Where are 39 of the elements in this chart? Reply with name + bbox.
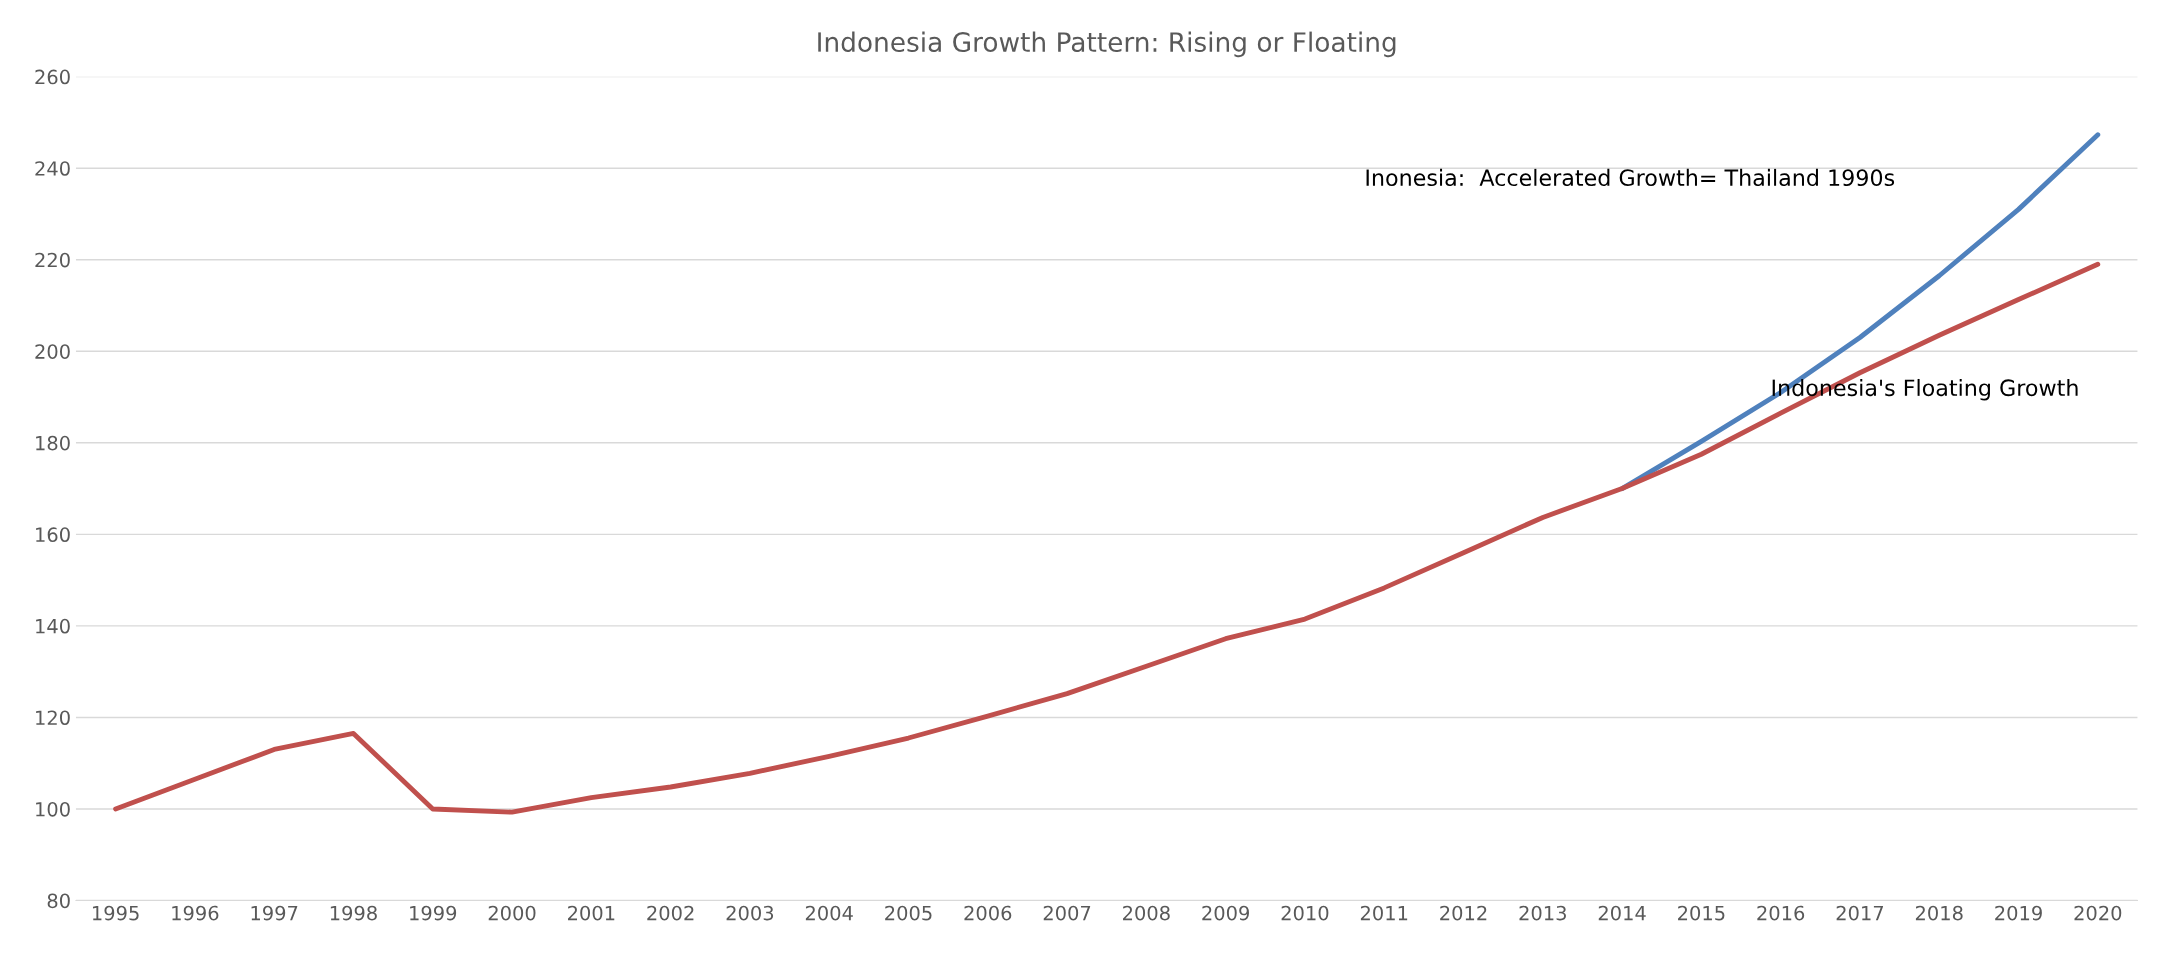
x-tick-label: 2004 <box>805 905 853 921</box>
x-tick-label: 2011 <box>1360 905 1408 921</box>
x-tick-label: 2020 <box>2074 905 2122 921</box>
y-tick-label: 120 <box>36 710 70 726</box>
x-tick-label: 2008 <box>1123 905 1170 921</box>
y-tick-label: 260 <box>35 69 70 85</box>
x-tick-label: 2018 <box>1915 905 1963 921</box>
line-series <box>113 261 2101 815</box>
x-tick-label: 2012 <box>1440 905 1487 921</box>
y-tick-label: 80 <box>47 893 70 909</box>
x-tick-label: 2010 <box>1281 905 1329 921</box>
y-tick-label: 100 <box>36 801 70 817</box>
y-tick-label: 220 <box>35 252 70 268</box>
x-tick-label: 2016 <box>1757 905 1805 921</box>
x-tick-label: 2006 <box>964 905 1012 921</box>
x-tick-label: 2005 <box>885 905 932 921</box>
x-tick-label: 2001 <box>568 905 615 921</box>
x-tick-label: 2017 <box>1836 905 1884 921</box>
x-tick-label: 2015 <box>1678 905 1725 921</box>
x-tick-label: 2002 <box>647 905 694 921</box>
x-tick-label: 2014 <box>1598 905 1646 921</box>
x-tick-label: 2009 <box>1202 905 1250 921</box>
annotation: Inonesia: Accelerated Growth= Thailand 1990s <box>1366 168 1895 187</box>
chart-title: Indonesia Growth Pattern: Rising or Floating <box>818 31 1396 58</box>
x-tick-label: 1996 <box>172 905 219 921</box>
x-tick-label: 2007 <box>1043 905 1091 921</box>
y-tick-label: 240 <box>35 161 70 176</box>
y-tick-label: 200 <box>35 344 70 359</box>
x-tick-label: 1999 <box>410 905 457 921</box>
x-tick-label: 2000 <box>488 905 536 921</box>
x-tick-label: 1998 <box>330 905 377 921</box>
x-tick-label: 1997 <box>251 905 298 921</box>
y-tick-label: 160 <box>36 527 70 543</box>
x-tick-label: 2013 <box>1519 905 1566 921</box>
x-tick-label: 2019 <box>1995 905 2042 921</box>
x-tick-label: 2003 <box>726 905 774 921</box>
y-tick-label: 140 <box>36 618 70 634</box>
y-tick-label: 180 <box>36 435 70 451</box>
x-tick-label: 1995 <box>92 905 139 921</box>
